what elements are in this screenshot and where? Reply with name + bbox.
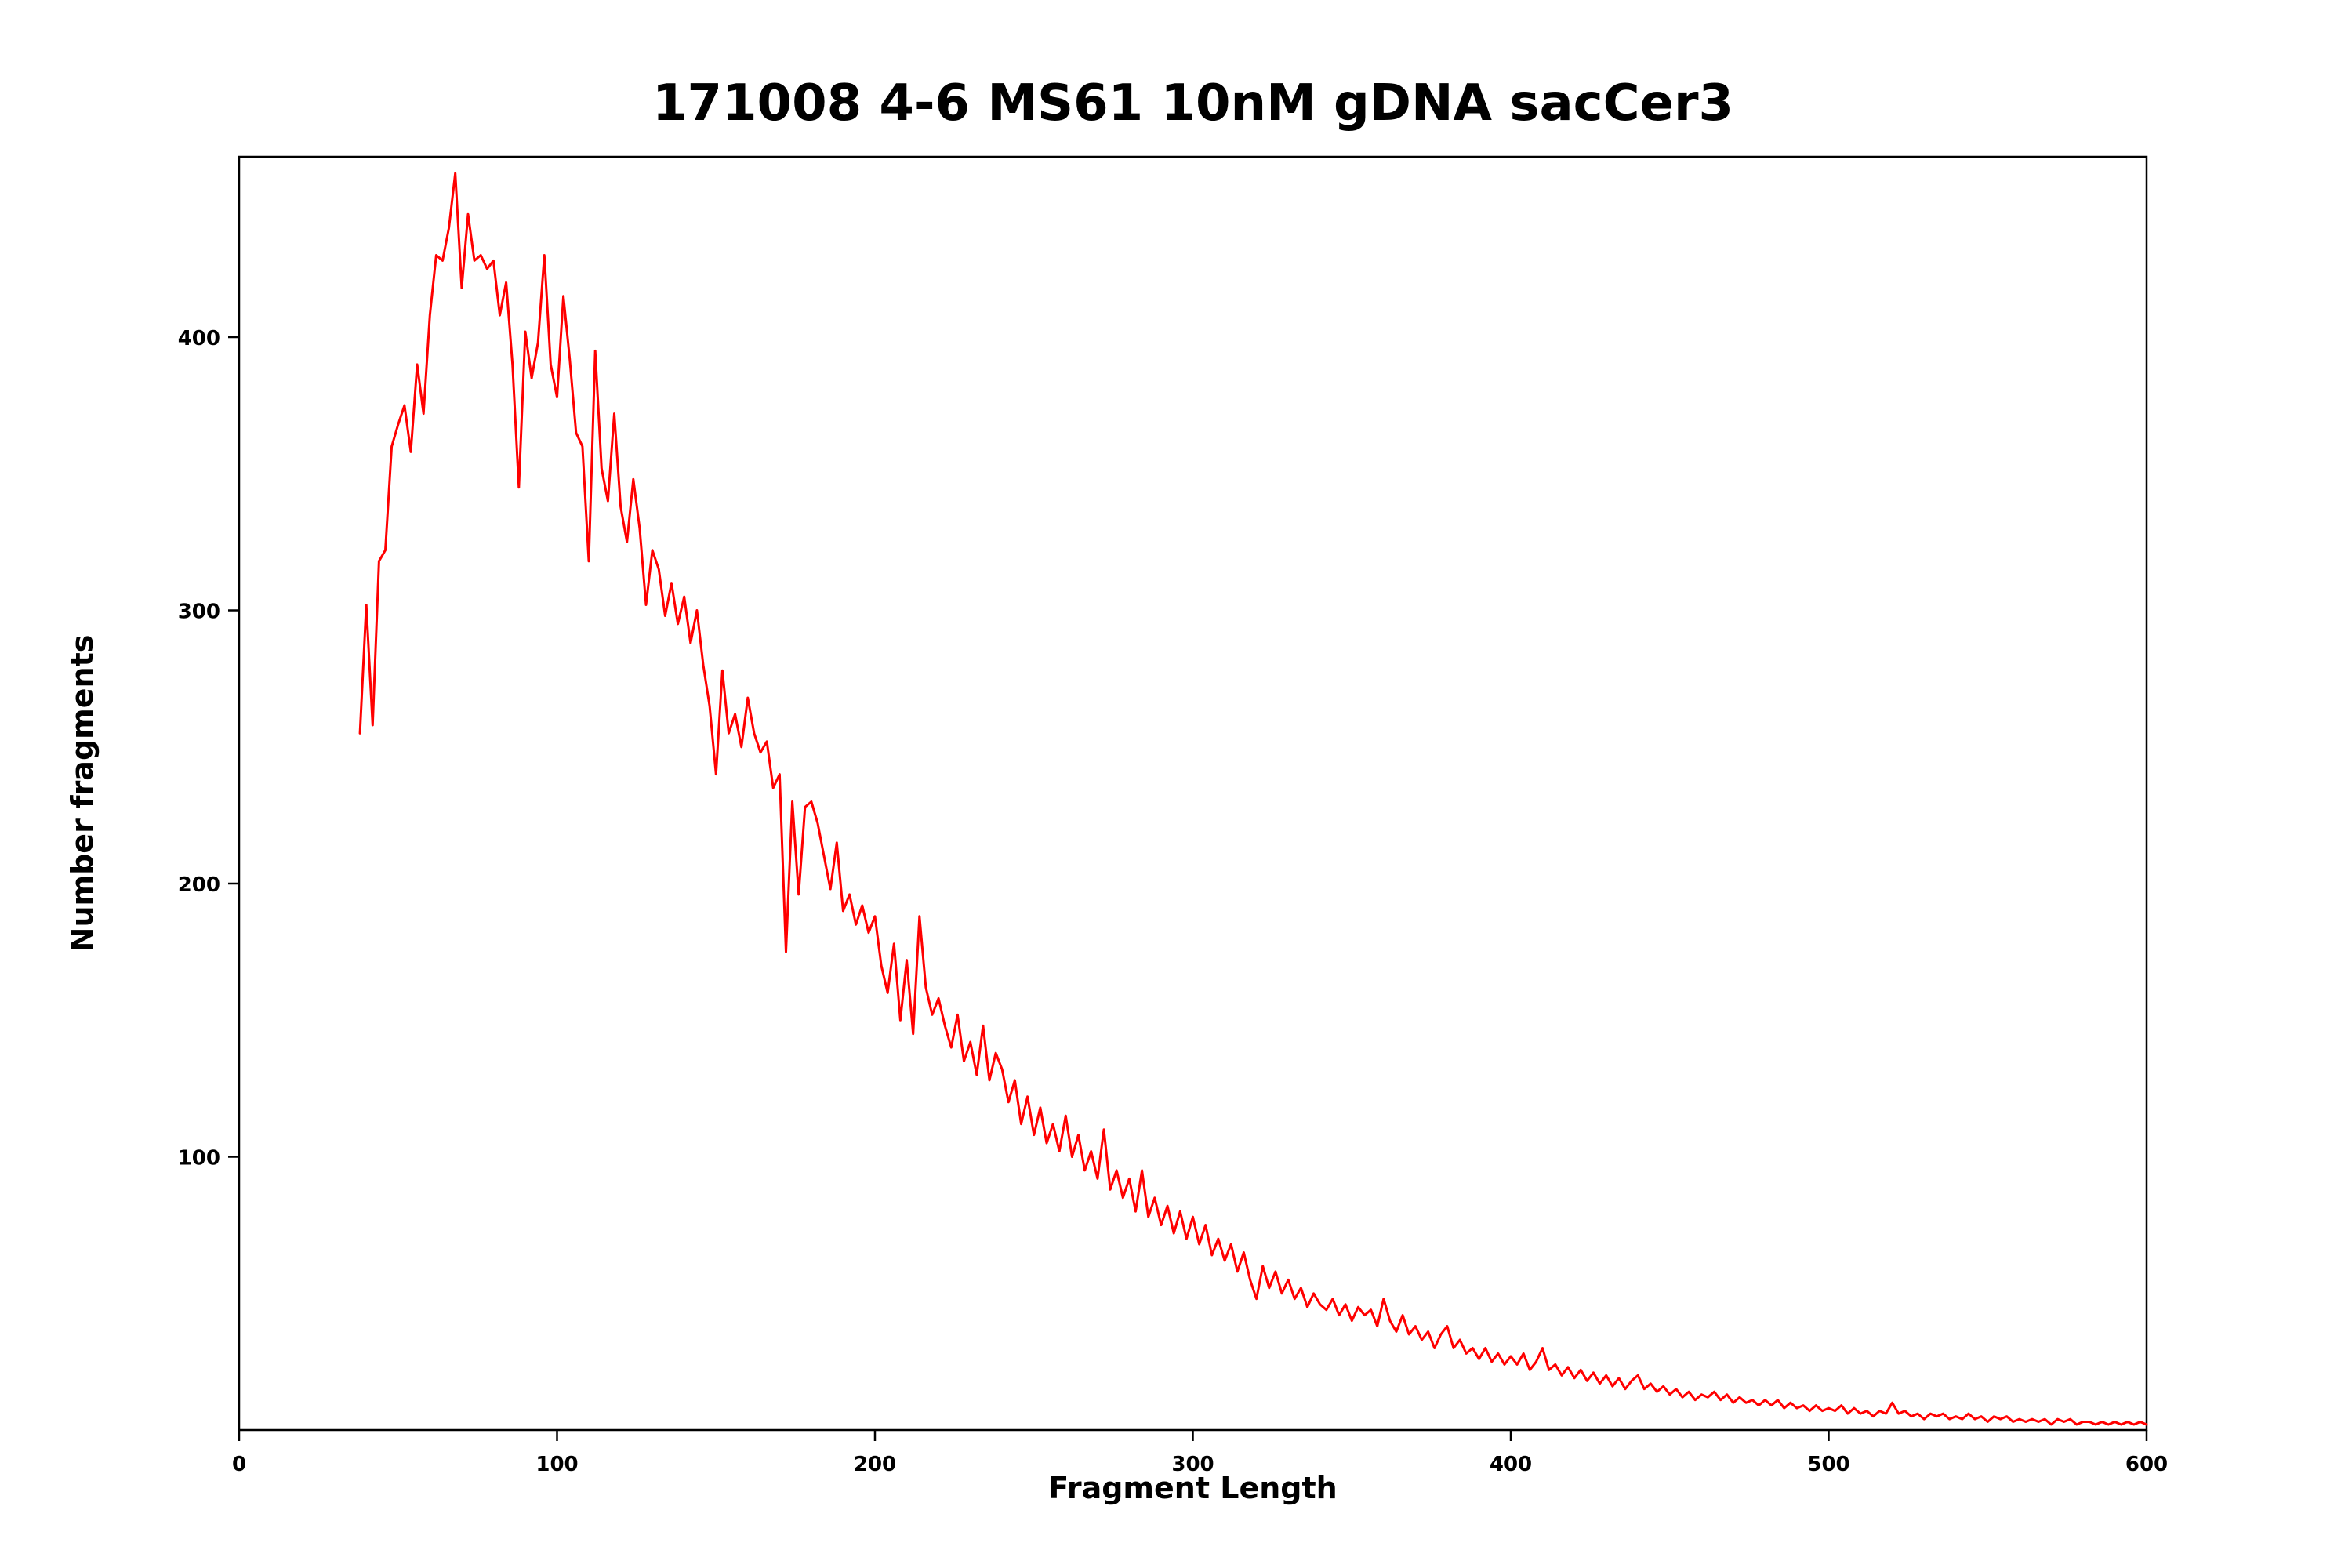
x-tick-label: 500 <box>1807 1453 1849 1476</box>
x-axis-label: Fragment Length <box>1048 1471 1338 1505</box>
x-tick-label: 600 <box>2125 1453 2168 1476</box>
y-tick-label: 200 <box>178 873 220 897</box>
y-tick-label: 100 <box>178 1147 220 1171</box>
y-tick-label: 300 <box>178 601 220 624</box>
y-tick-label: 400 <box>178 327 220 350</box>
x-tick-label: 200 <box>854 1453 896 1476</box>
x-tick-label: 100 <box>535 1453 578 1476</box>
chart-title: 171008 4-6 MS61 10nM gDNA sacCer3 <box>652 74 1734 132</box>
axis-ticks: 0 100 200 300 400 500 600 100 200 300 400 <box>178 327 2168 1476</box>
x-tick-label: 400 <box>1490 1453 1532 1476</box>
x-tick-label: 0 <box>232 1453 246 1476</box>
data-line <box>358 172 2148 1426</box>
x-tick-label: 300 <box>1171 1453 1214 1476</box>
